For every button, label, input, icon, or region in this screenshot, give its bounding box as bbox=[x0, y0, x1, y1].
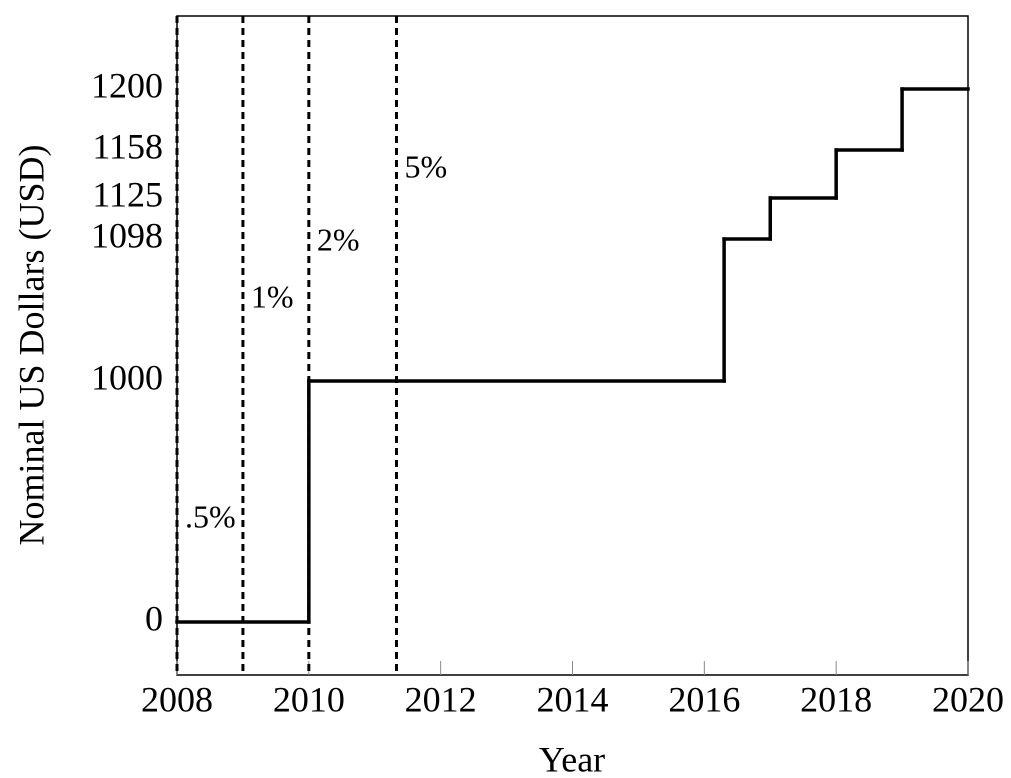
annotation: .5% bbox=[185, 498, 236, 534]
y-tick-label: 1098 bbox=[91, 215, 163, 255]
x-tick-label: 2014 bbox=[537, 679, 609, 719]
annotation: 2% bbox=[317, 221, 360, 257]
annotation: 5% bbox=[405, 148, 448, 184]
y-tick-label: 1158 bbox=[92, 126, 163, 166]
x-tick-label: 2020 bbox=[932, 679, 1004, 719]
y-tick-label: 1200 bbox=[91, 65, 163, 105]
annotation: 1% bbox=[251, 278, 294, 314]
y-tick-label: 0 bbox=[145, 598, 163, 638]
y-tick-label: 1125 bbox=[92, 174, 163, 214]
y-axis-label: Nominal US Dollars (USD) bbox=[11, 145, 51, 546]
x-tick-label: 2008 bbox=[141, 679, 213, 719]
x-tick-label: 2012 bbox=[405, 679, 477, 719]
x-axis-label: Year bbox=[539, 739, 605, 778]
x-tick-label: 2010 bbox=[273, 679, 345, 719]
plot-frame bbox=[176, 15, 969, 676]
x-tick-label: 2018 bbox=[800, 679, 872, 719]
y-tick-label: 1000 bbox=[91, 357, 163, 397]
x-tick-label: 2016 bbox=[668, 679, 740, 719]
